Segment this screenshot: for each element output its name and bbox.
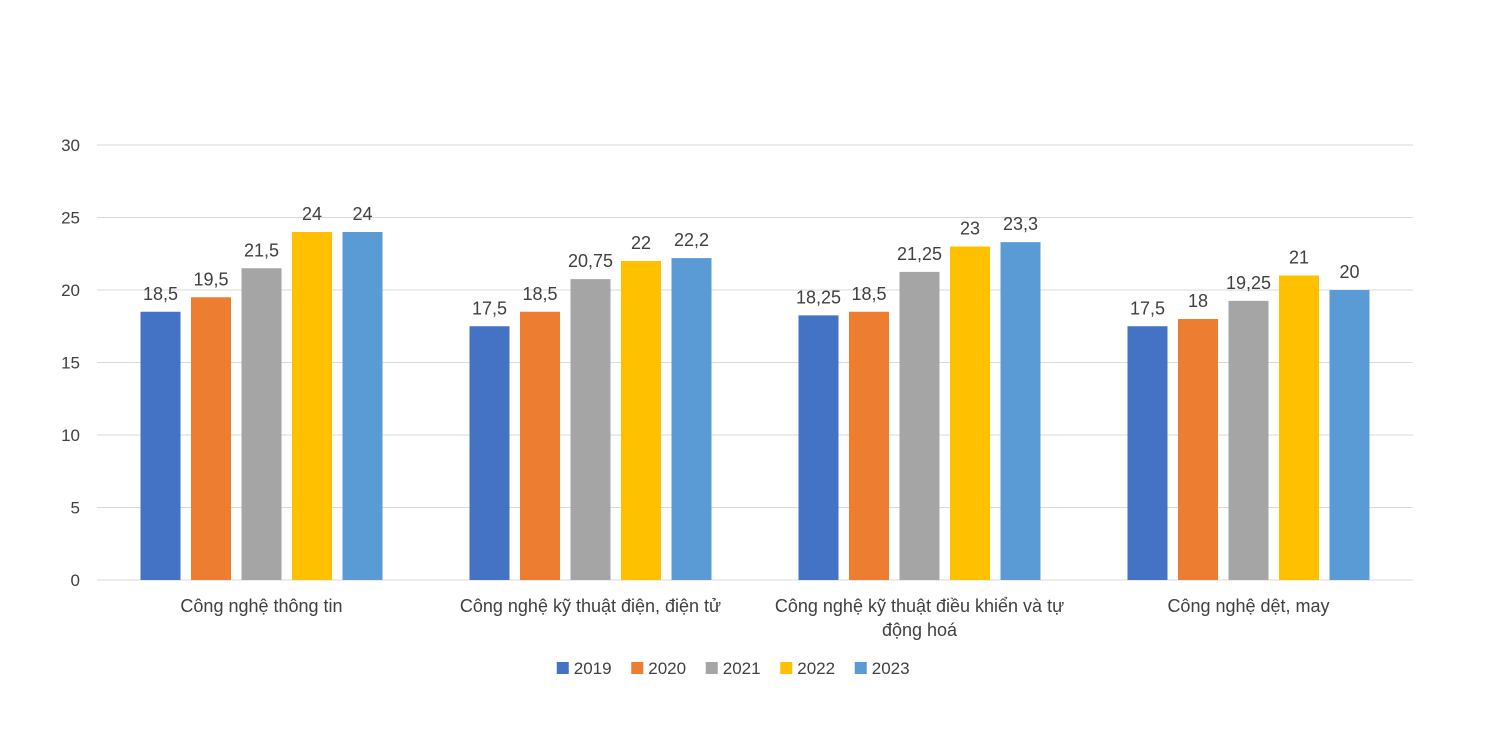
y-tick-label: 30	[61, 136, 80, 155]
bar	[671, 258, 712, 580]
data-label: 18,5	[522, 284, 557, 304]
data-label: 21,25	[897, 244, 942, 264]
bar	[899, 271, 940, 580]
data-label: 17,5	[1130, 298, 1165, 318]
data-label: 19,5	[193, 269, 228, 289]
data-label: 23,3	[1003, 214, 1038, 234]
x-category-label: Công nghệ dệt, may	[1167, 596, 1329, 616]
bar	[621, 261, 661, 580]
legend-swatch	[705, 662, 718, 674]
bar	[950, 246, 990, 580]
data-label: 18,5	[851, 284, 886, 304]
y-tick-label: 10	[61, 426, 80, 445]
data-label: 18,25	[796, 287, 841, 307]
legend-label: 2023	[872, 659, 910, 678]
data-label: 24	[352, 204, 372, 224]
legend-label: 2020	[648, 659, 686, 678]
bar	[520, 311, 560, 580]
y-tick-label: 0	[71, 571, 80, 590]
data-label: 21	[1289, 248, 1309, 268]
legend-label: 2019	[574, 659, 612, 678]
legend: 2019 2020 2021 2022 2023	[556, 659, 910, 678]
bar	[191, 297, 231, 580]
x-category-label: Công nghệ kỹ thuật điều khiển và tự	[775, 596, 1064, 616]
legend-swatch	[556, 662, 569, 674]
data-labels: 18,5 19,5 21,5 24 24 17,5 18,5 20,75 22 22,2 18,25…	[143, 204, 1360, 318]
data-label: 22,2	[674, 230, 709, 250]
bar	[1329, 290, 1370, 580]
x-category-label: Công nghệ kỹ thuật điện, điện tử	[460, 596, 721, 616]
bar	[1228, 300, 1269, 580]
y-tick-label: 20	[61, 281, 80, 300]
y-tick-label: 5	[71, 499, 80, 518]
bar	[1127, 326, 1168, 580]
bar	[469, 326, 510, 580]
y-axis: 0 5 10 15 20 25 30	[61, 136, 80, 590]
bar	[1178, 319, 1218, 580]
bar	[1000, 242, 1041, 580]
data-label: 24	[302, 204, 322, 224]
legend-swatch	[780, 662, 793, 674]
data-label: 20,75	[568, 251, 613, 271]
data-label: 17,5	[472, 298, 507, 318]
data-label: 21,5	[244, 240, 279, 260]
bar	[342, 232, 383, 580]
x-category-label: động hoá	[882, 620, 958, 640]
legend-swatch	[854, 662, 867, 674]
data-label: 23	[960, 219, 980, 239]
bar	[570, 279, 611, 580]
x-axis: Công nghệ thông tin Công nghệ kỹ thuật đi…	[180, 596, 1329, 640]
bars	[140, 232, 1370, 580]
data-label: 19,25	[1226, 273, 1271, 293]
bar	[140, 311, 181, 580]
legend-swatch	[631, 662, 644, 674]
data-label: 18,5	[143, 284, 178, 304]
x-category-label: Công nghệ thông tin	[180, 596, 342, 616]
data-label: 18	[1188, 291, 1208, 311]
data-label: 22	[631, 233, 651, 253]
legend-label: 2022	[797, 659, 835, 678]
data-label: 20	[1339, 262, 1359, 282]
y-tick-label: 25	[61, 209, 80, 228]
bar	[1279, 275, 1319, 580]
legend-label: 2021	[723, 659, 761, 678]
bar	[849, 311, 889, 580]
bar	[798, 315, 839, 580]
y-tick-label: 15	[61, 354, 80, 373]
bar	[241, 268, 282, 580]
bar	[292, 232, 332, 580]
